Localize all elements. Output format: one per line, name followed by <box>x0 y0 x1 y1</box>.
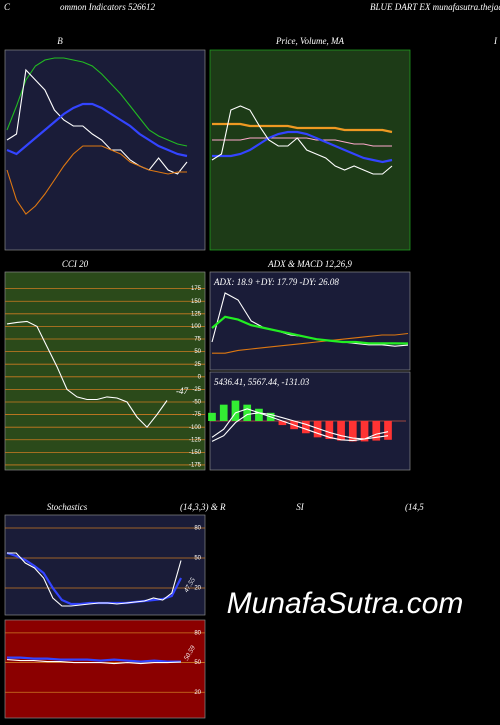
histogram-bar <box>313 421 322 438</box>
header-middle: ommon Indicators 526612 <box>60 2 155 12</box>
y-tick-label: -75 <box>192 412 201 418</box>
panel-title: Price, Volume, MA <box>275 36 344 46</box>
y-tick-label: 20 <box>194 690 201 696</box>
series-line <box>6 68 188 175</box>
series-line <box>7 552 182 607</box>
y-tick-label: -150 <box>189 450 202 456</box>
y-tick-label: 25 <box>194 362 201 368</box>
series-line <box>212 130 393 164</box>
y-tick-label: 50 <box>194 349 201 355</box>
series-line <box>6 57 188 147</box>
annotation: 5436.41, 5567.44, -131.03 <box>214 377 310 387</box>
series-line <box>212 122 393 134</box>
watermark: MunafaSutra.com <box>227 587 464 620</box>
panel-subtitle: (14,3,3) & R <box>180 502 226 512</box>
y-tick-label: 150 <box>191 299 202 305</box>
histogram-bar <box>302 421 310 434</box>
histogram-bar <box>255 408 263 421</box>
histogram-bar <box>231 400 240 421</box>
series-line <box>6 145 187 215</box>
series-line <box>6 102 188 158</box>
y-tick-label: -25 <box>192 387 201 393</box>
panel-title: ADX & MACD 12,26,9 <box>267 259 352 269</box>
histogram-bar <box>208 412 216 421</box>
series-line <box>211 105 393 175</box>
y-tick-label: 175 <box>191 286 202 292</box>
y-tick-label: 75 <box>194 337 201 343</box>
header-edge: I <box>493 36 498 46</box>
histogram-bar <box>219 404 228 421</box>
histogram-bar <box>243 404 252 421</box>
annotation: ADX: 18.9 +DY: 17.79 -DY: 26.08 <box>213 277 339 287</box>
panel <box>4 619 206 719</box>
panel-title: B <box>57 36 63 46</box>
y-tick-label: 50 <box>194 556 201 562</box>
y-tick-label: 80 <box>194 630 201 636</box>
series-line <box>211 408 389 442</box>
panel <box>209 49 411 251</box>
y-tick-label: -100 <box>189 425 202 431</box>
y-tick-label: 125 <box>191 311 202 317</box>
histogram-bar <box>384 421 392 440</box>
histogram-bar <box>372 421 381 441</box>
series-line <box>6 320 168 429</box>
histogram-bar <box>325 421 334 439</box>
panel-title: SI <box>296 502 305 512</box>
histogram-bar <box>278 421 287 426</box>
panel-title: Stochastics <box>47 502 88 512</box>
y-tick-label: 80 <box>194 526 201 532</box>
series-line <box>211 412 389 442</box>
panel-title: CCI 20 <box>62 259 89 269</box>
y-tick-label: 0 <box>198 374 202 380</box>
y-tick-label: 100 <box>191 324 202 330</box>
panel <box>4 271 206 471</box>
series-line <box>211 315 409 345</box>
y-tick-label: -125 <box>189 437 202 443</box>
value-label: -47 <box>176 386 188 396</box>
y-tick-label: -50 <box>192 400 201 406</box>
series-line <box>212 332 409 354</box>
panel-subtitle: (14,5 <box>405 502 424 512</box>
y-tick-label: 20 <box>194 586 201 592</box>
header-left: C <box>4 2 11 12</box>
histogram-bar <box>360 421 369 442</box>
y-tick-label: -175 <box>189 463 202 469</box>
histogram-bar <box>348 421 357 442</box>
histogram-bar <box>337 421 345 441</box>
series-line <box>7 656 181 663</box>
series-line <box>212 137 392 147</box>
panel <box>4 514 206 616</box>
header-right: BLUE DART EX munafasutra.thejacc <box>370 2 500 12</box>
y-tick-label: 50 <box>194 660 201 666</box>
series-line <box>6 659 182 665</box>
